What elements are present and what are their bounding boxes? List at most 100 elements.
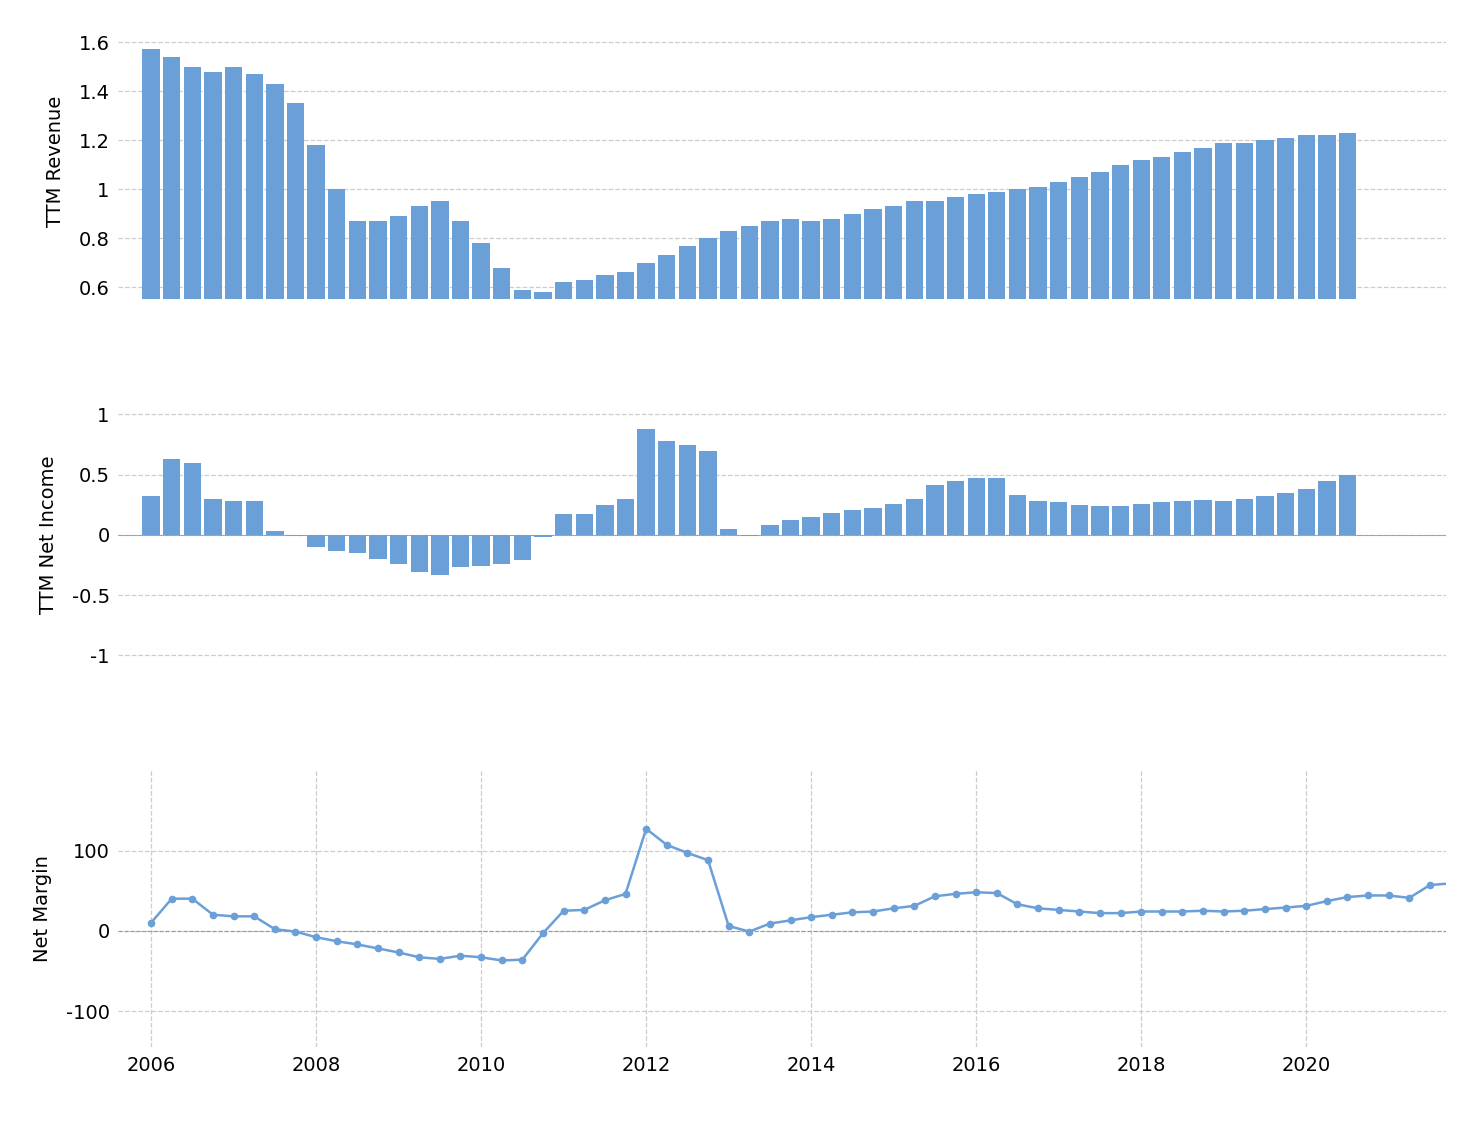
- Bar: [824, 218, 840, 435]
- Bar: [286, 104, 304, 435]
- Bar: [596, 275, 614, 435]
- Bar: [162, 459, 180, 535]
- Bar: [1215, 501, 1232, 535]
- Y-axis label: TTM Revenue: TTM Revenue: [46, 96, 65, 226]
- Bar: [1091, 172, 1108, 435]
- Bar: [183, 66, 201, 435]
- Bar: [452, 221, 469, 435]
- Bar: [1029, 187, 1046, 435]
- Bar: [803, 517, 819, 535]
- Bar: [679, 445, 697, 535]
- Bar: [967, 194, 984, 435]
- Bar: [452, 535, 469, 568]
- Bar: [720, 231, 738, 435]
- Bar: [906, 202, 922, 435]
- Bar: [1173, 501, 1191, 535]
- Bar: [824, 513, 840, 535]
- Bar: [1256, 497, 1274, 535]
- Bar: [286, 535, 304, 536]
- Y-axis label: Net Margin: Net Margin: [32, 856, 52, 962]
- Bar: [328, 535, 345, 551]
- Bar: [1029, 501, 1046, 535]
- Bar: [369, 535, 387, 558]
- Y-axis label: TTM Net Income: TTM Net Income: [38, 456, 58, 614]
- Bar: [844, 510, 861, 535]
- Bar: [266, 531, 283, 535]
- Bar: [886, 503, 902, 535]
- Bar: [1235, 143, 1253, 435]
- Bar: [1132, 503, 1150, 535]
- Bar: [534, 292, 552, 435]
- Bar: [514, 535, 531, 560]
- Bar: [307, 535, 325, 547]
- Bar: [142, 497, 159, 535]
- Bar: [844, 214, 861, 435]
- Bar: [369, 221, 387, 435]
- Bar: [948, 197, 964, 435]
- Bar: [679, 245, 697, 435]
- Bar: [927, 485, 943, 535]
- Bar: [328, 189, 345, 435]
- Bar: [204, 499, 221, 535]
- Bar: [1297, 135, 1315, 435]
- Bar: [390, 216, 407, 435]
- Bar: [617, 499, 635, 535]
- Bar: [183, 463, 201, 535]
- Bar: [431, 202, 449, 435]
- Bar: [1132, 160, 1150, 435]
- Bar: [576, 515, 593, 535]
- Bar: [1111, 506, 1129, 535]
- Bar: [204, 72, 221, 435]
- Bar: [555, 515, 573, 535]
- Bar: [142, 50, 159, 435]
- Bar: [1318, 135, 1336, 435]
- Bar: [390, 535, 407, 564]
- Bar: [762, 221, 778, 435]
- Bar: [1008, 189, 1026, 435]
- Bar: [720, 529, 738, 535]
- Bar: [1277, 493, 1294, 535]
- Bar: [596, 504, 614, 535]
- Bar: [1070, 177, 1088, 435]
- Bar: [534, 535, 552, 537]
- Bar: [741, 226, 759, 435]
- Bar: [1318, 481, 1336, 535]
- Bar: [1049, 181, 1067, 435]
- Bar: [1111, 164, 1129, 435]
- Bar: [162, 56, 180, 435]
- Bar: [658, 441, 676, 535]
- Bar: [1091, 506, 1108, 535]
- Bar: [741, 535, 759, 536]
- Bar: [410, 206, 428, 435]
- Bar: [348, 221, 366, 435]
- Bar: [493, 268, 511, 435]
- Bar: [782, 520, 799, 535]
- Bar: [1008, 495, 1026, 535]
- Bar: [762, 525, 778, 535]
- Bar: [1235, 499, 1253, 535]
- Bar: [266, 83, 283, 435]
- Bar: [348, 535, 366, 553]
- Bar: [617, 272, 635, 435]
- Bar: [782, 218, 799, 435]
- Bar: [927, 202, 943, 435]
- Bar: [638, 429, 655, 535]
- Bar: [700, 450, 717, 535]
- Bar: [658, 256, 676, 435]
- Bar: [1194, 148, 1212, 435]
- Bar: [576, 280, 593, 435]
- Bar: [555, 283, 573, 435]
- Bar: [865, 208, 881, 435]
- Bar: [224, 501, 242, 535]
- Bar: [514, 289, 531, 435]
- Bar: [1339, 475, 1356, 535]
- Bar: [245, 501, 263, 535]
- Bar: [1339, 133, 1356, 435]
- Bar: [307, 145, 325, 435]
- Bar: [987, 191, 1005, 435]
- Bar: [638, 262, 655, 435]
- Bar: [700, 239, 717, 435]
- Bar: [431, 535, 449, 574]
- Bar: [1070, 504, 1088, 535]
- Bar: [472, 243, 490, 435]
